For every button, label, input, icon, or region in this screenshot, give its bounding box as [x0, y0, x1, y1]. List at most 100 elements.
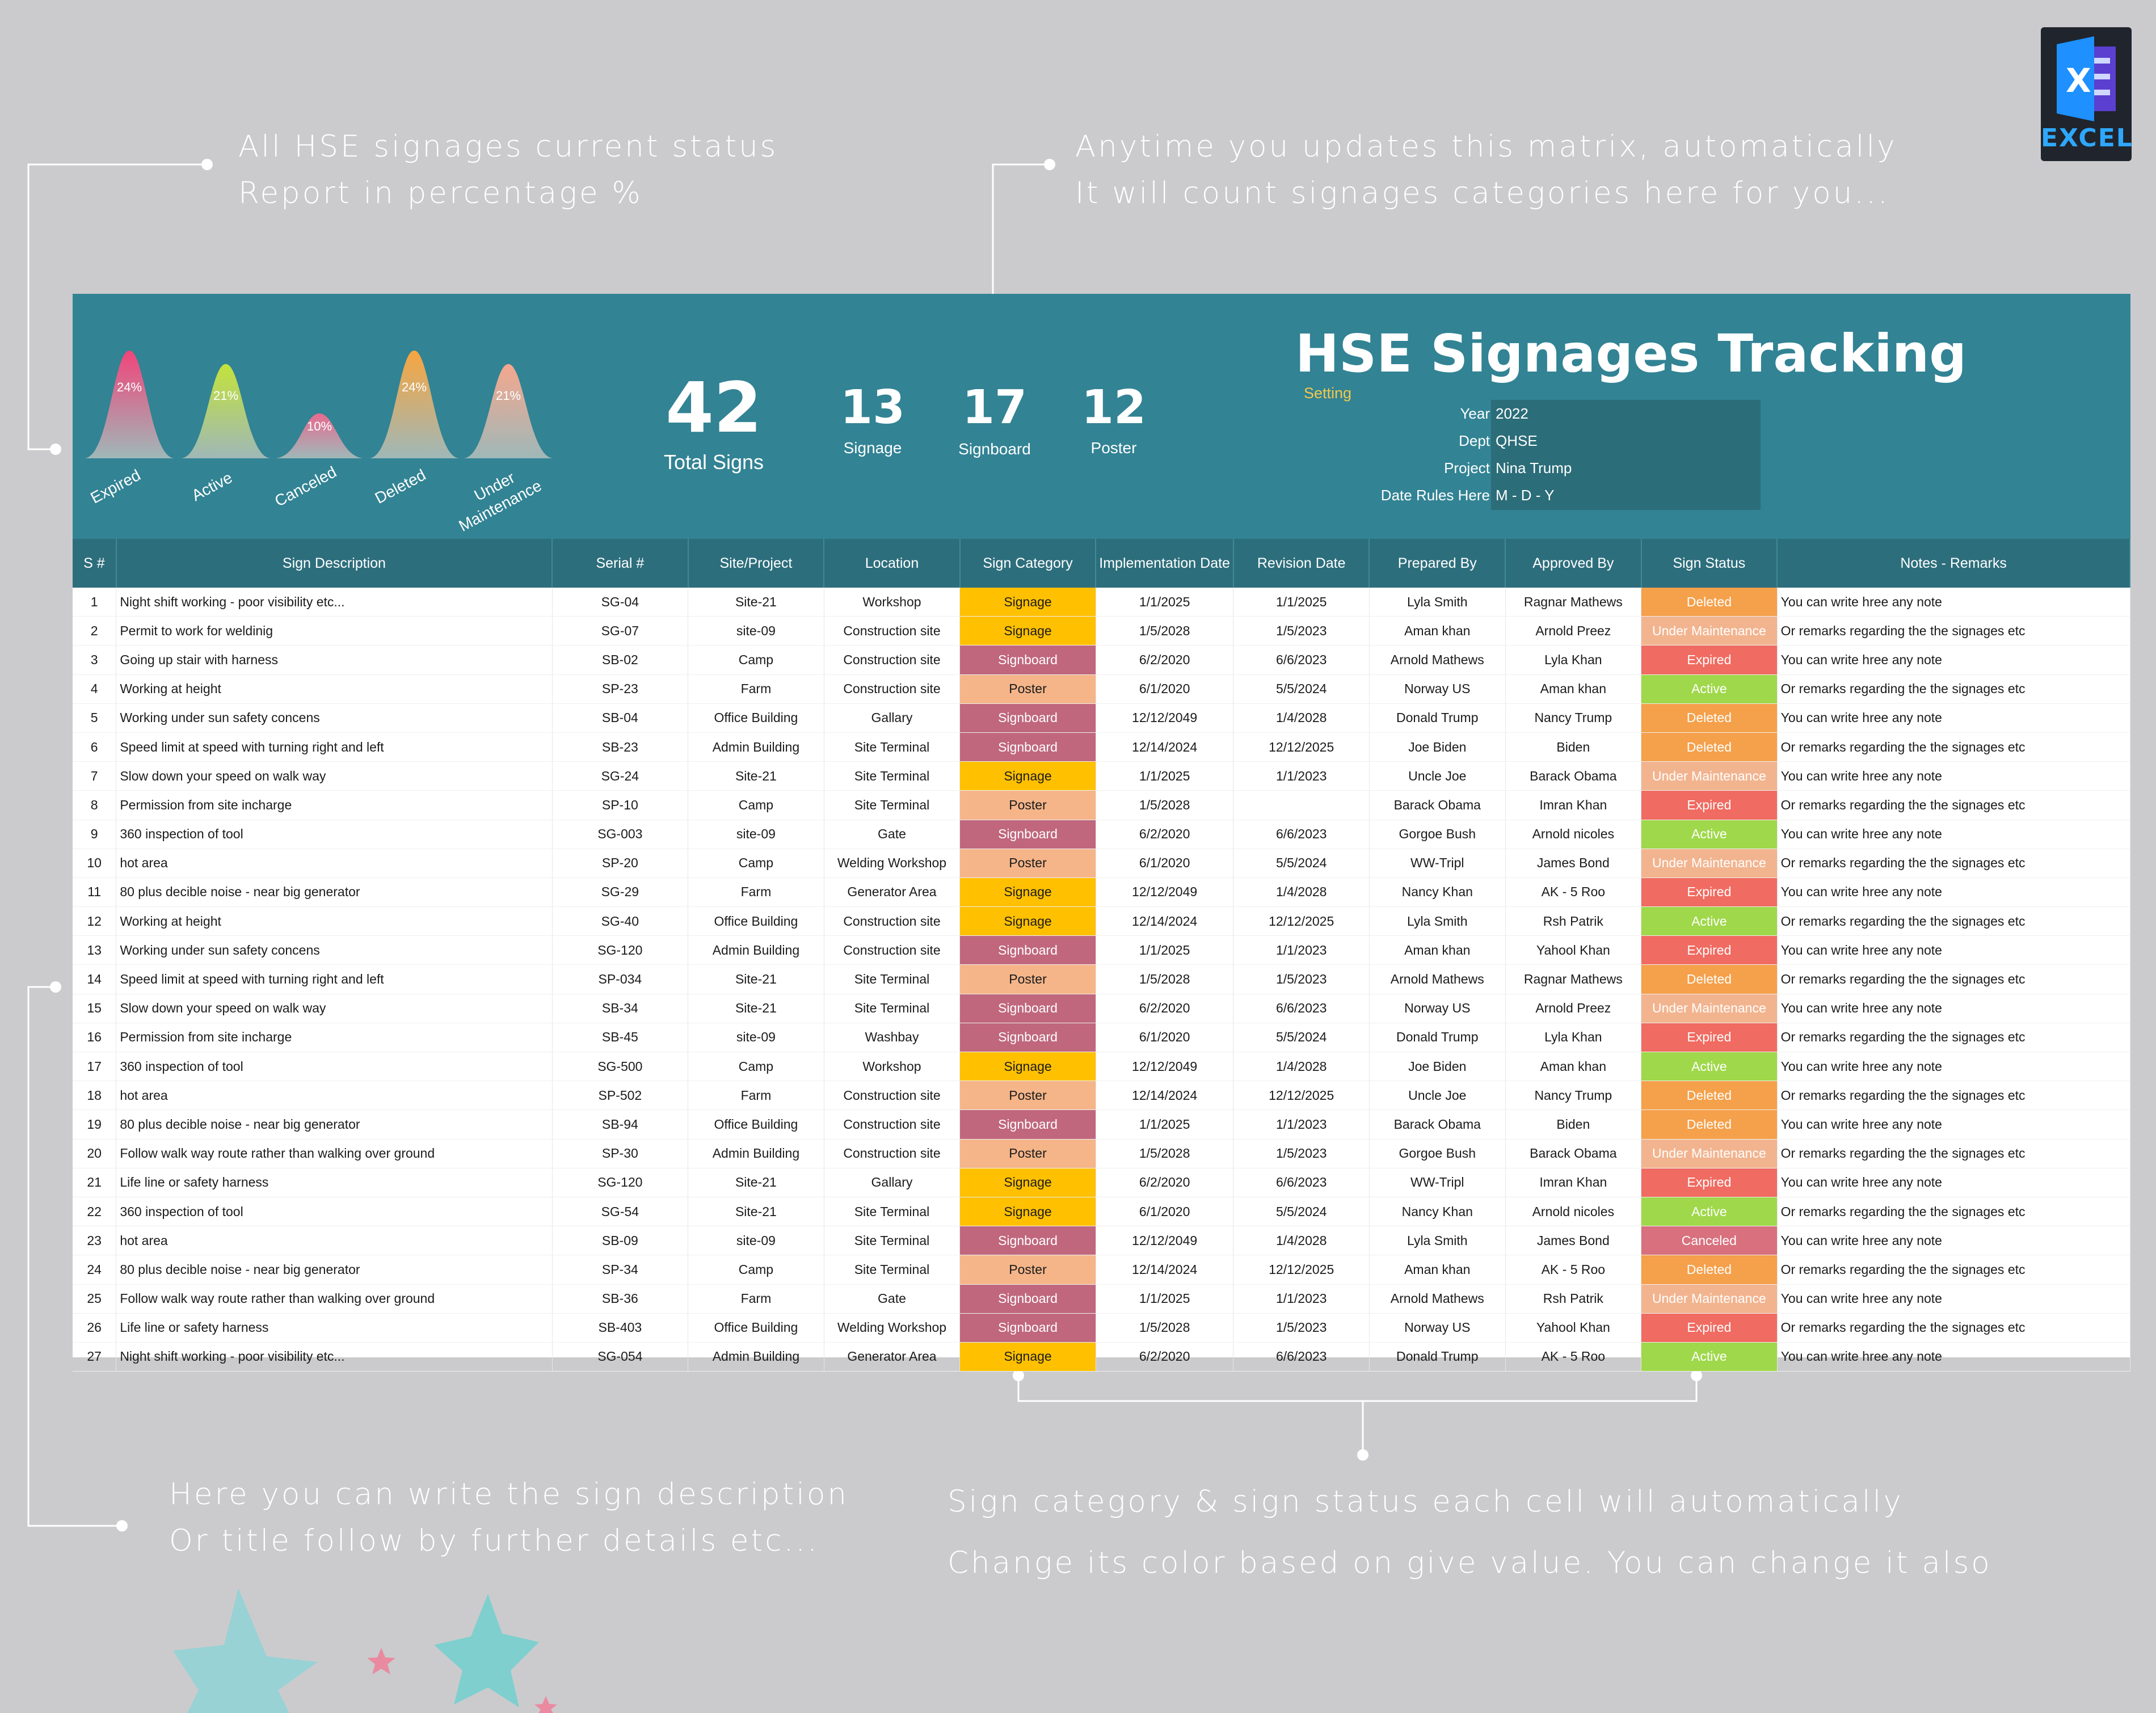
table-row[interactable]: 22 360 inspection of tool SG-54 Site-21 Site…	[73, 1197, 2130, 1227]
location-cell[interactable]: Workshop	[824, 588, 961, 617]
category-cell[interactable]: Signboard	[959, 645, 1096, 675]
location-cell[interactable]: Site Terminal	[824, 790, 961, 820]
site-cell[interactable]: site-09	[688, 1226, 824, 1256]
site-cell[interactable]: Admin Building	[688, 1342, 824, 1372]
revision-date-cell[interactable]: 1/4/2028	[1233, 877, 1370, 908]
status-cell[interactable]: Deleted	[1641, 964, 1778, 994]
site-cell[interactable]: Camp	[688, 645, 824, 675]
table-row[interactable]: 17 360 inspection of tool SG-500 Camp Worksh…	[73, 1052, 2130, 1082]
location-cell[interactable]: Washbay	[824, 1023, 961, 1053]
serial-cell[interactable]: SG-54	[552, 1197, 689, 1227]
location-cell[interactable]: Construction site	[824, 616, 961, 646]
prepared-by-cell[interactable]: Donald Trump	[1369, 1342, 1506, 1372]
revision-date-cell[interactable]: 1/5/2023	[1233, 1139, 1370, 1168]
serial-number-cell[interactable]: 8	[73, 790, 117, 820]
serial-number-cell[interactable]: 22	[73, 1197, 117, 1227]
implementation-date-cell[interactable]: 6/2/2020	[1096, 820, 1234, 849]
site-cell[interactable]: Admin Building	[688, 1139, 824, 1168]
site-cell[interactable]: Site-21	[688, 994, 824, 1023]
description-cell[interactable]: 80 plus decible noise - near big generat…	[116, 1255, 553, 1285]
category-cell[interactable]: Signboard	[959, 1109, 1096, 1140]
setting-project-value[interactable]: Nina Trump	[1496, 459, 1572, 476]
revision-date-cell[interactable]: 1/5/2023	[1233, 1313, 1370, 1343]
prepared-by-cell[interactable]: WW-Tripl	[1369, 1168, 1506, 1197]
location-cell[interactable]: Site Terminal	[824, 1255, 961, 1285]
notes-cell[interactable]: Or remarks regarding the the signages et…	[1777, 906, 2130, 936]
status-cell[interactable]: Deleted	[1641, 1081, 1778, 1111]
serial-cell[interactable]: SP-10	[552, 790, 689, 820]
status-cell[interactable]: Deleted	[1641, 1109, 1778, 1140]
column-header[interactable]: Notes - Remarks	[1777, 539, 2130, 588]
serial-cell[interactable]: SB-34	[552, 994, 689, 1023]
table-row[interactable]: 19 80 plus decible noise - near big gener…	[73, 1109, 2130, 1140]
implementation-date-cell[interactable]: 6/1/2020	[1096, 674, 1234, 704]
site-cell[interactable]: Camp	[688, 849, 824, 878]
location-cell[interactable]: Welding Workshop	[824, 849, 961, 878]
implementation-date-cell[interactable]: 1/5/2028	[1096, 1139, 1234, 1168]
category-cell[interactable]: Signboard	[959, 703, 1096, 733]
serial-cell[interactable]: SP-23	[552, 674, 689, 704]
revision-date-cell[interactable]: 6/6/2023	[1233, 820, 1370, 849]
location-cell[interactable]: Generator Area	[824, 877, 961, 908]
revision-date-cell[interactable]: 1/1/2023	[1233, 935, 1370, 965]
location-cell[interactable]: Site Terminal	[824, 964, 961, 994]
status-cell[interactable]: Active	[1641, 1342, 1778, 1372]
serial-cell[interactable]: SB-94	[552, 1109, 689, 1140]
serial-number-cell[interactable]: 10	[73, 849, 117, 878]
status-cell[interactable]: Under Maintenance	[1641, 994, 1778, 1023]
implementation-date-cell[interactable]: 12/14/2024	[1096, 732, 1234, 762]
serial-cell[interactable]: SG-003	[552, 820, 689, 849]
approved-by-cell[interactable]: Arnold Preez	[1505, 616, 1642, 646]
status-cell[interactable]: Deleted	[1641, 1255, 1778, 1285]
status-cell[interactable]: Expired	[1641, 1313, 1778, 1343]
implementation-date-cell[interactable]: 6/2/2020	[1096, 645, 1234, 675]
approved-by-cell[interactable]: James Bond	[1505, 1226, 1642, 1256]
serial-number-cell[interactable]: 4	[73, 674, 117, 704]
column-header[interactable]: Revision Date	[1233, 539, 1370, 588]
table-row[interactable]: 18 hot area SP-502 Farm Construction site Pos…	[73, 1081, 2130, 1111]
category-cell[interactable]: Poster	[959, 964, 1096, 994]
table-row[interactable]: 10 hot area SP-20 Camp Welding Workshop Poste…	[73, 849, 2130, 878]
description-cell[interactable]: hot area	[116, 849, 553, 878]
serial-cell[interactable]: SG-24	[552, 761, 689, 791]
prepared-by-cell[interactable]: Aman khan	[1369, 1255, 1506, 1285]
description-cell[interactable]: Life line or safety harness	[116, 1313, 553, 1343]
prepared-by-cell[interactable]: Nancy Khan	[1369, 1197, 1506, 1227]
site-cell[interactable]: Site-21	[688, 1168, 824, 1197]
category-cell[interactable]: Signage	[959, 1342, 1096, 1372]
revision-date-cell[interactable]: 6/6/2023	[1233, 994, 1370, 1023]
implementation-date-cell[interactable]: 12/12/2049	[1096, 1226, 1234, 1256]
status-cell[interactable]: Deleted	[1641, 732, 1778, 762]
status-cell[interactable]: Active	[1641, 1197, 1778, 1227]
status-cell[interactable]: Expired	[1641, 1168, 1778, 1197]
category-cell[interactable]: Signboard	[959, 820, 1096, 849]
notes-cell[interactable]: You can write hree any note	[1777, 994, 2130, 1023]
approved-by-cell[interactable]: Rsh Patrik	[1505, 1284, 1642, 1314]
location-cell[interactable]: Generator Area	[824, 1342, 961, 1372]
table-row[interactable]: 16 Permission from site incharge SB-45 site…	[73, 1023, 2130, 1053]
revision-date-cell[interactable]: 12/12/2025	[1233, 1081, 1370, 1111]
status-cell[interactable]: Under Maintenance	[1641, 616, 1778, 646]
revision-date-cell[interactable]: 6/6/2023	[1233, 1342, 1370, 1372]
location-cell[interactable]: Gallary	[824, 703, 961, 733]
notes-cell[interactable]: You can write hree any note	[1777, 761, 2130, 791]
description-cell[interactable]: 360 inspection of tool	[116, 820, 553, 849]
location-cell[interactable]: Construction site	[824, 1081, 961, 1111]
revision-date-cell[interactable]: 1/5/2023	[1233, 616, 1370, 646]
implementation-date-cell[interactable]: 12/12/2049	[1096, 703, 1234, 733]
category-cell[interactable]: Poster	[959, 1255, 1096, 1285]
table-row[interactable]: 2 Permit to work for weldinig SG-07 site-09…	[73, 616, 2130, 646]
description-cell[interactable]: Working under sun safety concens	[116, 935, 553, 965]
serial-number-cell[interactable]: 20	[73, 1139, 117, 1168]
status-cell[interactable]: Under Maintenance	[1641, 849, 1778, 878]
implementation-date-cell[interactable]: 6/2/2020	[1096, 1168, 1234, 1197]
category-cell[interactable]: Signage	[959, 1052, 1096, 1082]
serial-number-cell[interactable]: 23	[73, 1226, 117, 1256]
column-header[interactable]: Prepared By	[1369, 539, 1506, 588]
prepared-by-cell[interactable]: Arnold Mathews	[1369, 964, 1506, 994]
approved-by-cell[interactable]: Imran Khan	[1505, 1168, 1642, 1197]
revision-date-cell[interactable]: 1/5/2023	[1233, 964, 1370, 994]
column-header[interactable]: Site/Project	[688, 539, 825, 588]
column-header[interactable]: Sign Category	[959, 539, 1097, 588]
status-cell[interactable]: Expired	[1641, 1023, 1778, 1053]
